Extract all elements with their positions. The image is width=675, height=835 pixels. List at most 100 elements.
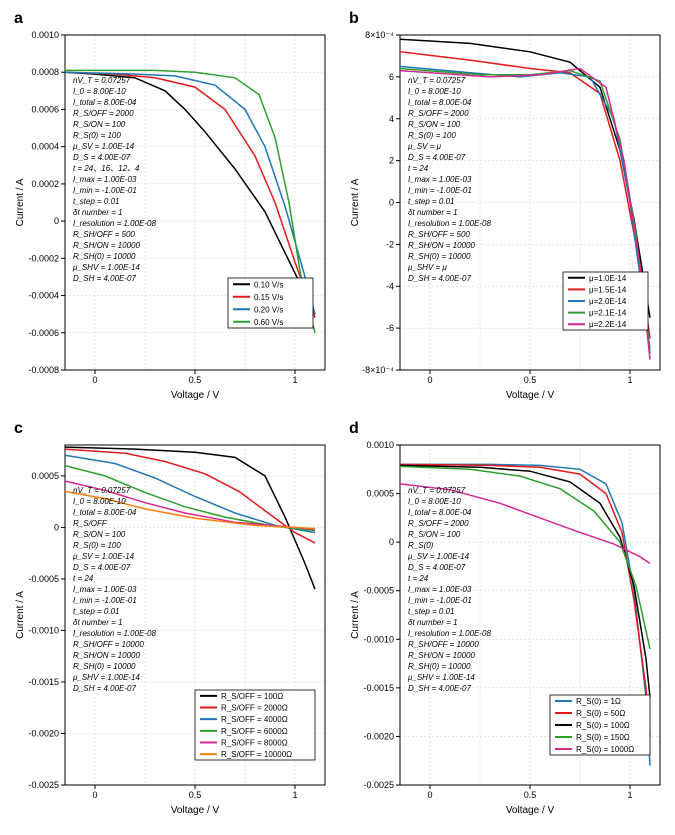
svg-text:0.0005: 0.0005	[366, 489, 394, 499]
param-line: δt number = 1	[73, 618, 123, 627]
svg-text:Current / A: Current / A	[350, 591, 361, 639]
param-line: nV_T = 0.07257	[73, 486, 131, 495]
legend-label: R_S(0) = 1Ω	[576, 697, 621, 706]
param-line: I_min = -1.00E-01	[408, 186, 472, 195]
param-line: I_0 = 8.00E-10	[73, 497, 126, 506]
param-line: I_0 = 8.00E-10	[408, 87, 461, 96]
param-line: t_step = 0.01	[408, 607, 454, 616]
legend-label: R_S/OFF = 2000Ω	[221, 704, 288, 713]
svg-text:0: 0	[389, 537, 394, 547]
panel-d: d00.51-0.0025-0.0020-0.0015-0.0010-0.000…	[345, 420, 670, 825]
param-line: R_SH(0) = 10000	[73, 252, 136, 261]
svg-text:-0.0025: -0.0025	[363, 780, 394, 790]
panel-a: a00.51-0.0008-0.0006-0.0004-0.000200.000…	[10, 10, 335, 410]
svg-text:0.0002: 0.0002	[31, 179, 59, 189]
svg-text:8×10⁻⁴: 8×10⁻⁴	[365, 30, 394, 40]
param-line: R_SH/ON = 10000	[73, 651, 140, 660]
param-line: I_resolution = 1.00E-08	[408, 219, 491, 228]
param-line: μ_SHV = 1.00E-14	[72, 263, 140, 272]
legend-label: R_S/OFF = 6000Ω	[221, 727, 288, 736]
param-line: t_step = 0.01	[73, 197, 119, 206]
legend-label: R_S/OFF = 10000Ω	[221, 750, 292, 759]
param-line: I_max = 1.00E-03	[73, 585, 137, 594]
panel-label-b: b	[349, 10, 359, 28]
param-line: I_0 = 8.00E-10	[408, 497, 461, 506]
param-line: R_S(0) = 100	[73, 541, 121, 550]
legend-label: R_S/OFF = 8000Ω	[221, 739, 288, 748]
param-line: R_SH(0) = 10000	[408, 252, 471, 261]
param-line: μ_SV = 1.00E-14	[407, 552, 470, 561]
param-line: t = 24	[73, 574, 94, 583]
param-line: nV_T = 0.07257	[408, 76, 466, 85]
param-line: nV_T = 0.07257	[408, 486, 466, 495]
svg-text:0.5: 0.5	[524, 375, 537, 385]
param-line: I_resolution = 1.00E-08	[408, 629, 491, 638]
panel-c: c00.51-0.0025-0.0020-0.0015-0.0010-0.000…	[10, 420, 335, 825]
legend-label: μ=2.0E-14	[589, 297, 627, 306]
svg-text:0.0006: 0.0006	[31, 104, 59, 114]
param-line: I_total = 8.00E-04	[73, 98, 137, 107]
svg-text:6: 6	[389, 72, 394, 82]
param-line: D_SH = 4.00E-07	[408, 684, 471, 693]
panel-b: b00.51-8×10⁻⁴-6-4-202468×10⁻⁴Voltage / V…	[345, 10, 670, 410]
param-line: I_total = 8.00E-04	[408, 508, 472, 517]
param-line: D_S = 4.00E-07	[73, 153, 131, 162]
param-line: nV_T = 0.07257	[73, 76, 131, 85]
legend-label: 0.10 V/s	[254, 280, 283, 289]
param-line: R_S/OFF = 2000	[408, 519, 469, 528]
svg-text:Current / A: Current / A	[350, 178, 361, 226]
param-line: R_S/ON = 100	[408, 530, 461, 539]
param-line: t = 24、16、12、4	[73, 164, 140, 173]
legend-label: R_S(0) = 150Ω	[576, 733, 630, 742]
svg-text:Current / A: Current / A	[15, 591, 26, 639]
svg-text:-0.0010: -0.0010	[363, 634, 394, 644]
svg-text:0: 0	[389, 198, 394, 208]
panel-label-c: c	[14, 420, 23, 438]
svg-text:1: 1	[292, 790, 297, 800]
legend-label: μ=2.2E-14	[589, 320, 627, 329]
param-line: I_max = 1.00E-03	[408, 585, 472, 594]
param-line: δt number = 1	[73, 208, 123, 217]
param-line: R_S(0) = 100	[408, 131, 456, 140]
svg-text:-4: -4	[386, 281, 394, 291]
svg-text:0.0008: 0.0008	[31, 67, 59, 77]
legend-label: R_S(0) = 1000Ω	[576, 745, 634, 754]
svg-text:4: 4	[389, 114, 394, 124]
param-line: R_S/OFF = 2000	[73, 109, 134, 118]
panel-label-a: a	[14, 10, 23, 28]
svg-text:1: 1	[627, 375, 632, 385]
svg-text:-0.0002: -0.0002	[28, 253, 59, 263]
chart-d: 00.51-0.0025-0.0020-0.0015-0.0010-0.0005…	[345, 420, 670, 825]
svg-text:0: 0	[427, 790, 432, 800]
param-line: t_step = 0.01	[73, 607, 119, 616]
svg-text:-0.0005: -0.0005	[363, 586, 394, 596]
param-line: R_S/ON = 100	[73, 530, 126, 539]
param-line: R_S/OFF	[73, 519, 108, 528]
svg-text:0.0010: 0.0010	[366, 440, 394, 450]
svg-text:Current / A: Current / A	[15, 178, 26, 226]
svg-text:Voltage / V: Voltage / V	[506, 805, 555, 816]
legend-label: 0.15 V/s	[254, 293, 283, 302]
param-line: R_SH/OFF = 10000	[408, 640, 479, 649]
svg-text:0: 0	[54, 522, 59, 532]
svg-text:Voltage / V: Voltage / V	[171, 390, 220, 401]
svg-text:0: 0	[92, 790, 97, 800]
svg-text:-0.0015: -0.0015	[363, 683, 394, 693]
param-line: t = 24	[408, 574, 429, 583]
svg-text:-0.0025: -0.0025	[28, 780, 59, 790]
param-line: I_total = 8.00E-04	[73, 508, 137, 517]
param-line: I_total = 8.00E-04	[408, 98, 472, 107]
param-line: μ_SV = 1.00E-14	[72, 142, 135, 151]
param-line: R_S(0) = 100	[73, 131, 121, 140]
svg-text:-6: -6	[386, 323, 394, 333]
legend-label: 0.60 V/s	[254, 318, 283, 327]
svg-text:-8×10⁻⁴: -8×10⁻⁴	[362, 365, 394, 375]
svg-text:0.5: 0.5	[189, 375, 202, 385]
legend-label: μ=1.5E-14	[589, 285, 627, 294]
svg-text:-0.0020: -0.0020	[363, 731, 394, 741]
param-line: R_S(0)	[408, 541, 434, 550]
svg-text:Voltage / V: Voltage / V	[171, 805, 220, 816]
param-line: μ_SV = μ	[407, 142, 442, 151]
svg-text:1: 1	[627, 790, 632, 800]
param-line: R_SH/OFF = 500	[408, 230, 470, 239]
